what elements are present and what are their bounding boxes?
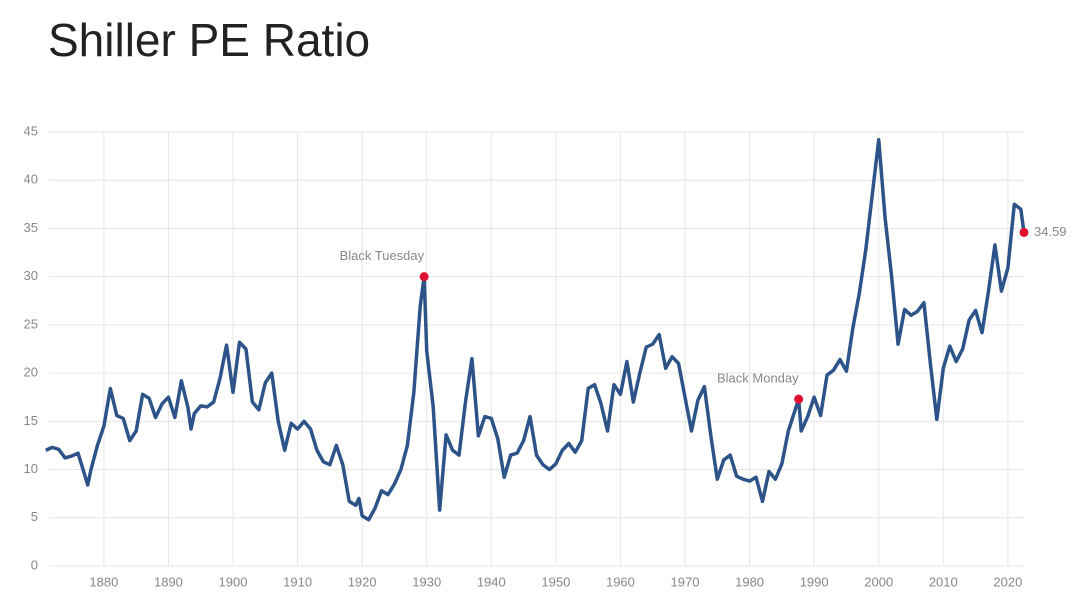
annotation-marker [794, 394, 804, 404]
y-tick-label: 10 [24, 461, 38, 476]
x-tick-label: 1980 [735, 574, 764, 589]
y-tick-label: 0 [31, 557, 38, 572]
x-tick-label: 1990 [800, 574, 829, 589]
annotation-label: Black Monday [717, 371, 799, 386]
annotation-marker [419, 272, 429, 282]
x-tick-label: 2010 [929, 574, 958, 589]
chart-title: Shiller PE Ratio [48, 14, 370, 66]
x-tick-label: 1890 [154, 574, 183, 589]
y-tick-label: 40 [24, 172, 38, 187]
x-tick-label: 2000 [864, 574, 893, 589]
y-tick-label: 30 [24, 268, 38, 283]
y-tick-label: 45 [24, 123, 38, 138]
annotation-value-label: 34.59 [1034, 224, 1067, 239]
x-tick-label: 1900 [219, 574, 248, 589]
x-tick-label: 2020 [993, 574, 1022, 589]
y-tick-label: 5 [31, 509, 38, 524]
x-tick-label: 1880 [89, 574, 118, 589]
x-tick-label: 1930 [412, 574, 441, 589]
annotation-marker [1019, 227, 1029, 237]
y-tick-label: 20 [24, 365, 38, 380]
x-tick-label: 1960 [606, 574, 635, 589]
x-tick-label: 1970 [671, 574, 700, 589]
x-tick-label: 1950 [541, 574, 570, 589]
annotation-label: Black Tuesday [340, 248, 425, 263]
x-tick-label: 1920 [348, 574, 377, 589]
y-tick-label: 15 [24, 413, 38, 428]
x-tick-label: 1940 [477, 574, 506, 589]
y-tick-label: 35 [24, 220, 38, 235]
line-series [45, 137, 1026, 522]
x-tick-label: 1910 [283, 574, 312, 589]
y-tick-label: 25 [24, 316, 38, 331]
